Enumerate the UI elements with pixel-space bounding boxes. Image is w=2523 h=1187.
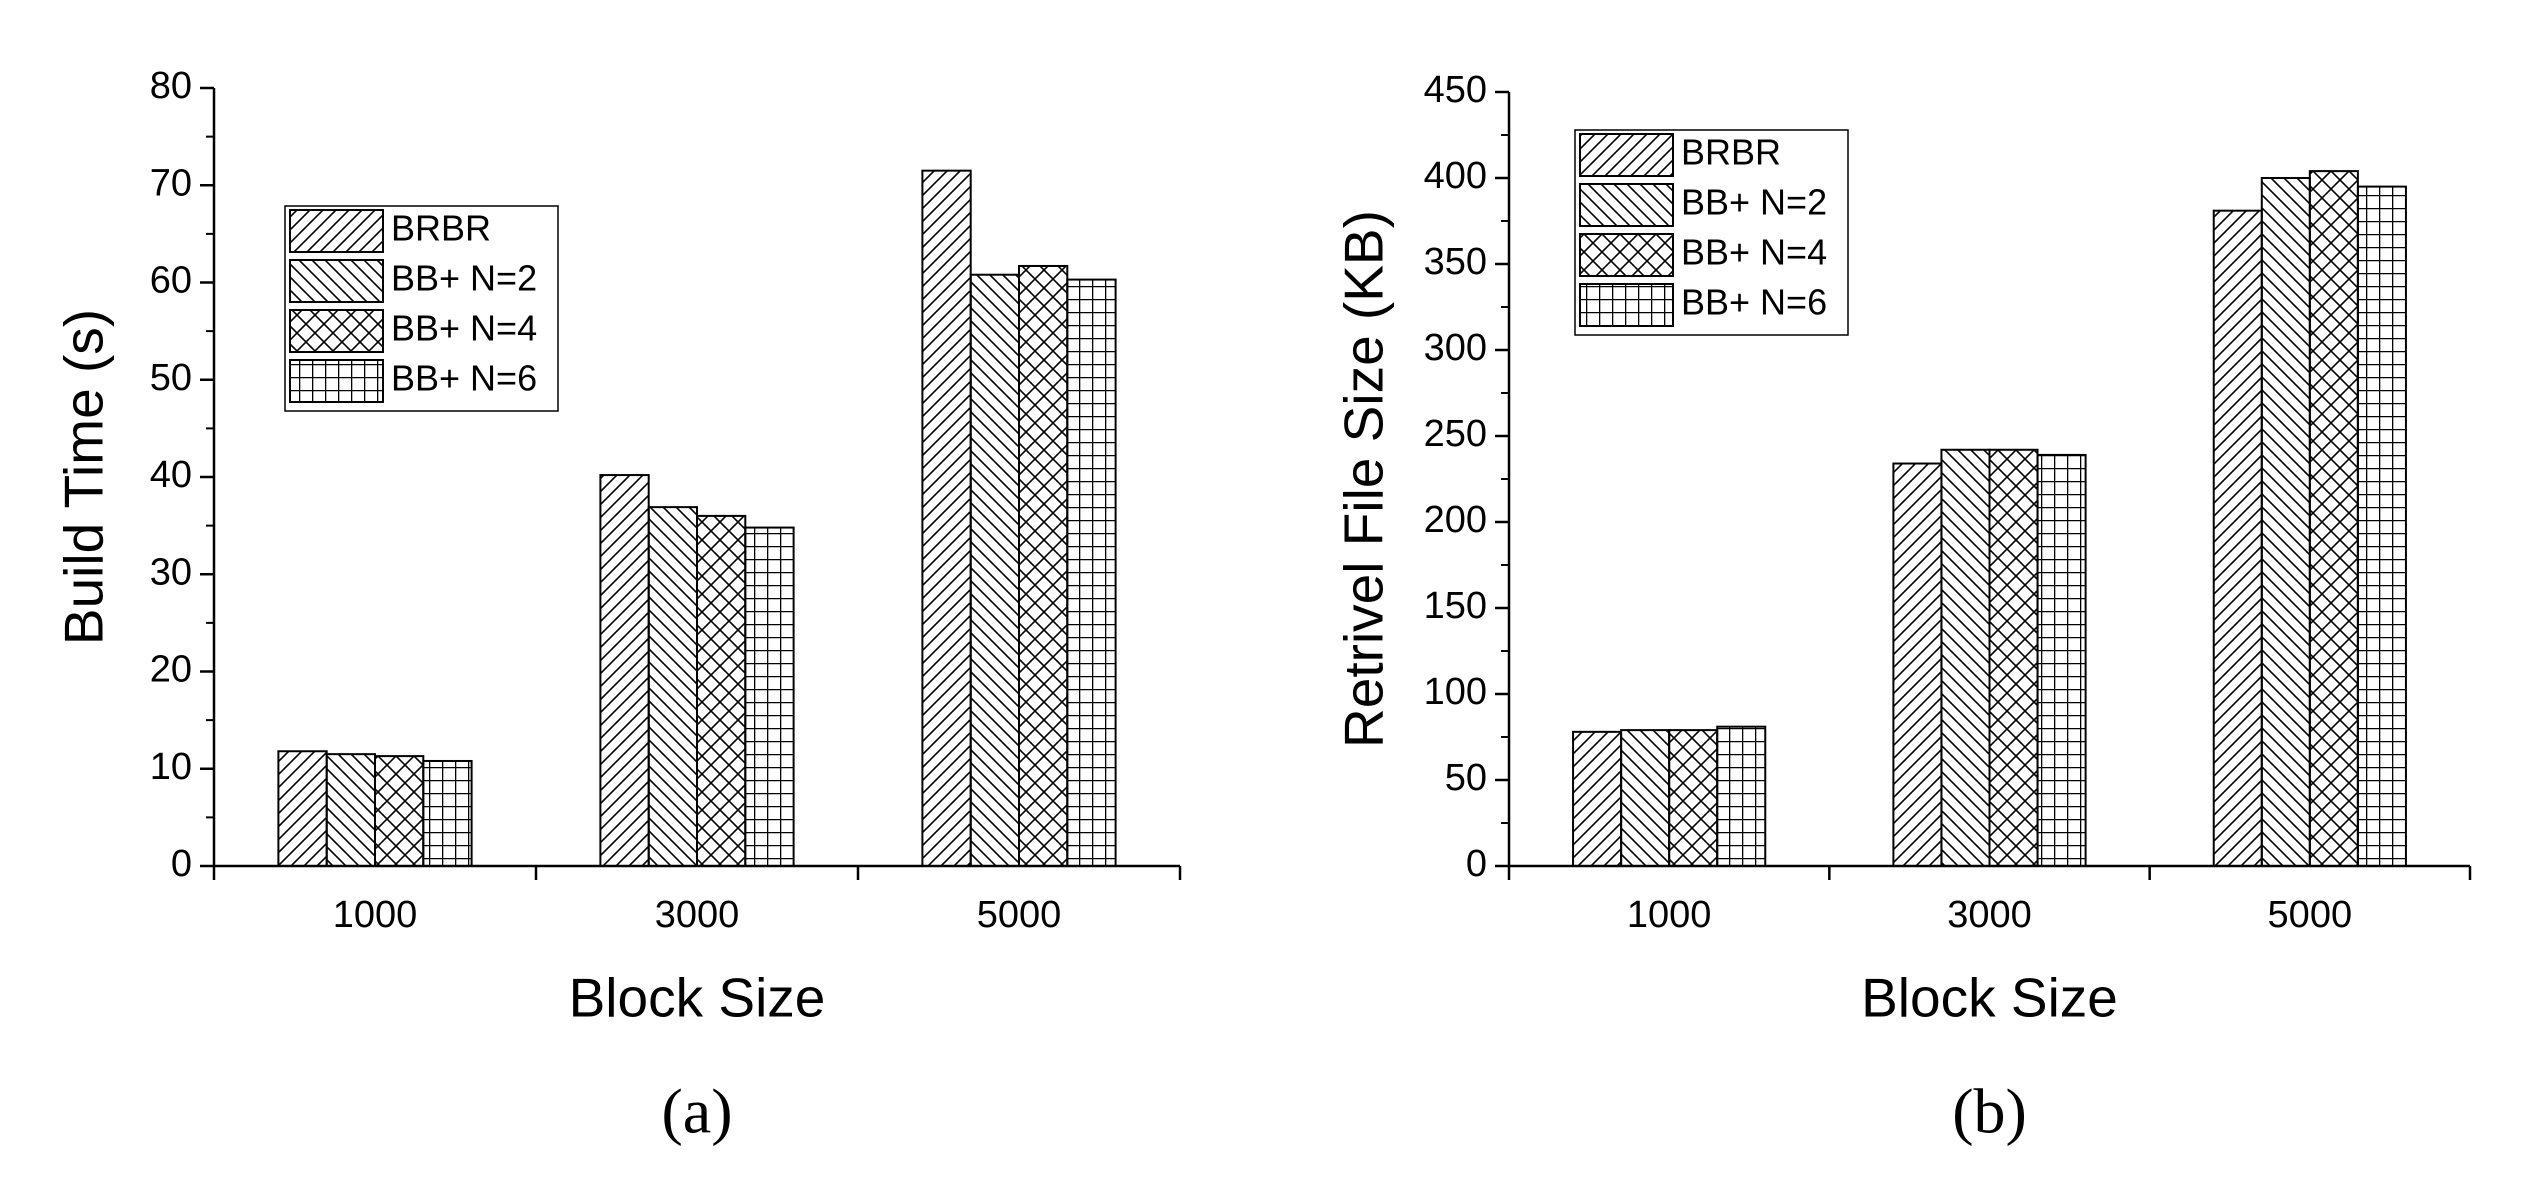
y-tick-label: 10 [150, 746, 192, 788]
bar [969, 273, 1021, 868]
x-tick-label: 5000 [2268, 894, 2353, 936]
y-tick-label: 100 [1424, 671, 1487, 713]
legend-label: BRBR [391, 208, 491, 249]
bar [2356, 185, 2407, 868]
legend-label: BB+ N=6 [391, 358, 537, 399]
y-tick-label: 0 [1466, 843, 1487, 885]
legend-label: BB+ N=4 [1681, 232, 1827, 273]
bar [1572, 730, 1623, 868]
legend-swatch [289, 359, 384, 403]
bar [647, 506, 699, 867]
y-tick-label: 200 [1424, 499, 1487, 541]
bar [1066, 278, 1117, 867]
legend-label: BB+ N=6 [1681, 282, 1827, 323]
y-tick-label: 400 [1424, 155, 1487, 197]
bar [2036, 453, 2087, 867]
y-tick-label: 50 [150, 357, 192, 399]
bar [1988, 448, 2039, 867]
bar [1940, 448, 1991, 867]
bar [277, 750, 328, 867]
bar [1892, 462, 1943, 867]
legend-label: BB+ N=2 [391, 258, 537, 299]
bar [1716, 725, 1767, 867]
bar [599, 474, 650, 867]
legend-swatch [1579, 183, 1674, 227]
bar [696, 514, 747, 868]
bar [422, 759, 473, 867]
bar [2260, 177, 2311, 867]
x-tick-label: 3000 [1947, 894, 2032, 936]
panel-label: (b) [1952, 1076, 2027, 1147]
x-axis-title: Block Size [569, 967, 826, 1029]
panel-label: (a) [661, 1076, 732, 1147]
y-tick-label: 300 [1424, 327, 1487, 369]
legend-swatch [289, 209, 384, 253]
bar [325, 753, 377, 867]
bar [1018, 264, 1069, 867]
bar [1668, 729, 1719, 867]
x-tick-label: 3000 [655, 894, 740, 936]
legend-label: BRBR [1681, 132, 1781, 173]
x-tick-label: 1000 [1627, 894, 1712, 936]
y-axis-title: Build Time (s) [53, 309, 115, 645]
x-axis-title: Block Size [1861, 967, 2118, 1029]
y-tick-label: 150 [1424, 585, 1487, 627]
legend-swatch [1579, 283, 1674, 327]
bar [1620, 729, 1671, 867]
bar [2308, 170, 2359, 867]
y-axis-title: Retrivel File Size (KB) [1333, 210, 1395, 748]
x-tick-label: 1000 [333, 894, 418, 936]
legend-swatch [289, 309, 384, 353]
y-tick-label: 40 [150, 454, 192, 496]
y-tick-label: 50 [1445, 757, 1487, 799]
bar [921, 169, 972, 868]
bar [2212, 209, 2263, 867]
legend-swatch [289, 259, 384, 303]
legend-label: BB+ N=2 [1681, 182, 1827, 223]
bar [374, 755, 425, 867]
y-tick-label: 350 [1424, 241, 1487, 283]
y-tick-label: 20 [150, 649, 192, 691]
y-tick-label: 80 [150, 65, 192, 107]
legend-swatch [1579, 133, 1674, 177]
legend-swatch [1579, 233, 1674, 277]
y-tick-label: 30 [150, 551, 192, 593]
bar [744, 526, 795, 867]
legend-label: BB+ N=4 [391, 308, 537, 349]
y-tick-label: 70 [150, 162, 192, 204]
y-tick-label: 450 [1424, 69, 1487, 111]
x-tick-label: 5000 [977, 894, 1062, 936]
y-tick-label: 0 [171, 843, 192, 885]
y-tick-label: 250 [1424, 413, 1487, 455]
y-tick-label: 60 [150, 260, 192, 302]
